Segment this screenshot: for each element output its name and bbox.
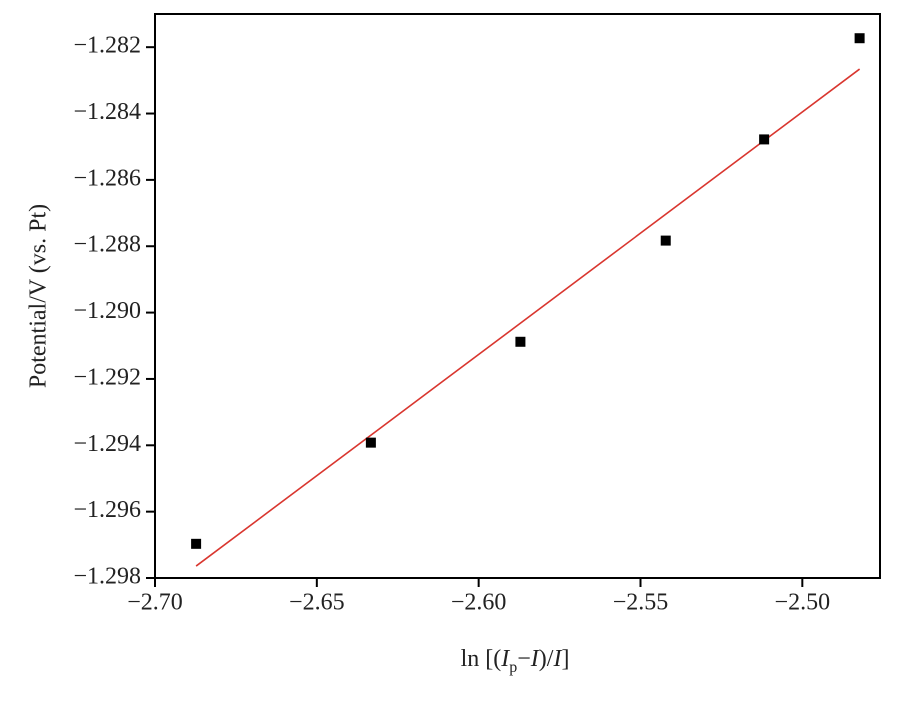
data-point — [854, 33, 865, 44]
x-label-part: p — [509, 659, 517, 676]
x-label-part: ln [( — [461, 646, 502, 672]
y-tick-label: −1.298 — [73, 564, 141, 590]
data-point — [515, 336, 526, 347]
data-point — [759, 134, 770, 145]
x-tick-label: −2.50 — [775, 590, 831, 616]
y-tick-label: −1.286 — [73, 165, 141, 191]
x-label-part: )/ — [539, 646, 554, 672]
y-tick-label: −1.288 — [73, 232, 141, 258]
x-label-part: I — [530, 646, 540, 672]
y-tick-label: −1.292 — [73, 364, 141, 390]
data-point — [365, 437, 376, 448]
x-label-part: I — [500, 646, 510, 672]
y-tick-label: −1.296 — [73, 497, 141, 523]
y-tick-label: −1.284 — [73, 99, 141, 125]
x-axis-label: ln [(Ip−I)/I] — [461, 646, 570, 676]
y-tick-label: −1.282 — [73, 33, 141, 59]
x-tick-label: −2.55 — [613, 590, 669, 616]
y-tick-label: −1.294 — [73, 431, 141, 457]
x-tick-label: −2.65 — [289, 590, 345, 616]
y-axis-label: Potential/V (vs. Pt) — [26, 204, 52, 388]
fit-line — [195, 68, 861, 567]
x-label-part: I — [552, 646, 562, 672]
x-label-part: ] — [561, 646, 569, 672]
y-tick-label: −1.290 — [73, 298, 141, 324]
data-point — [191, 538, 202, 549]
x-tick-label: −2.60 — [451, 590, 507, 616]
data-point — [660, 235, 671, 246]
x-tick-label: −2.70 — [127, 590, 183, 616]
x-label-part: − — [517, 646, 531, 672]
plot-frame — [154, 13, 881, 579]
